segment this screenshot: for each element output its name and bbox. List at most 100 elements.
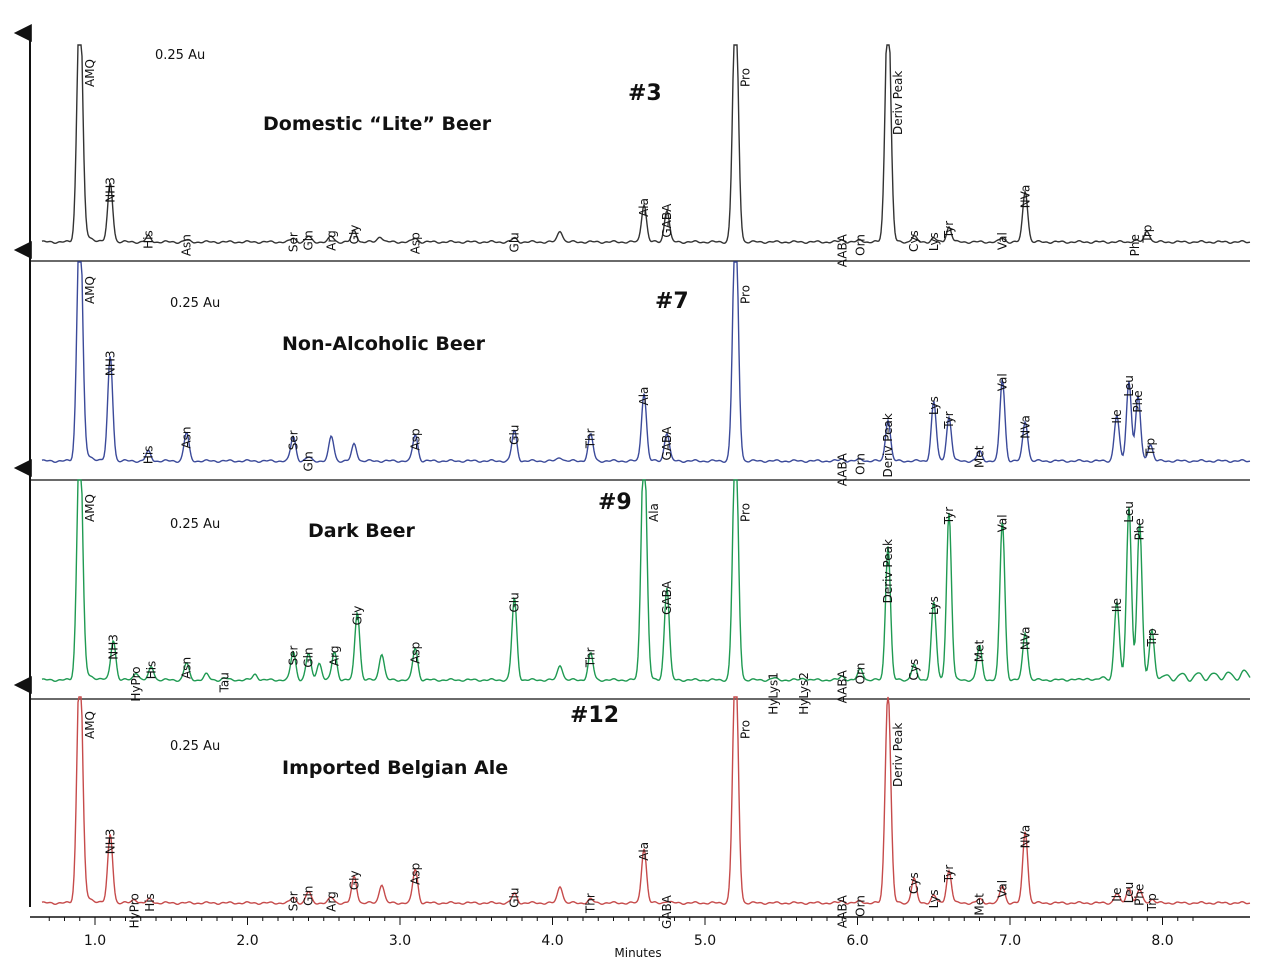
peak-label: Pro <box>739 285 753 304</box>
peak-label: Ser <box>286 891 300 911</box>
peak-label: Ser <box>286 645 300 665</box>
peak-label: HyLys2 <box>797 672 811 715</box>
peak-label: Thr <box>584 647 598 668</box>
peak-label: Ile <box>1110 409 1124 423</box>
peak-label: Asn <box>180 657 194 679</box>
peak-label: NH3 <box>103 177 117 203</box>
peak-label: GABA <box>660 426 674 461</box>
peak-label: Cys <box>907 872 921 894</box>
peak-label: Tau <box>218 672 232 693</box>
peak-label: AABA <box>835 894 849 928</box>
peak-label: AMQ <box>83 276 97 304</box>
peak-label: Glu <box>507 232 521 252</box>
x-tick-label: 8.0 <box>1151 933 1173 949</box>
scale-label: 0.25 Au <box>170 296 220 311</box>
peak-label: NH3 <box>106 634 120 660</box>
panel-1: AMQ NH3 His Asn Ser Gln Arg Gly Asp Glu Ala GABA Pro… <box>13 24 1251 267</box>
peak-label: Leu <box>1122 375 1136 396</box>
peak-label: Lys <box>927 889 941 908</box>
peak-label: NVa <box>1018 627 1032 651</box>
peak-label: AABA <box>835 233 849 267</box>
peak-label: Gln <box>302 647 316 667</box>
peak-label: NVa <box>1018 185 1032 209</box>
peak-label: NH3 <box>103 351 117 377</box>
peak-label: Asp <box>408 863 422 885</box>
peak-label: Gly <box>347 870 361 890</box>
peak-label: Gln <box>302 230 316 250</box>
peak-label: AABA <box>835 452 849 486</box>
x-tick-label: 6.0 <box>846 933 868 949</box>
x-axis: 1.0 2.0 3.0 4.0 5.0 6.0 7.0 8.0 Minutes <box>30 916 1250 960</box>
peak-label: Lys <box>927 396 941 415</box>
trace-line <box>41 696 1251 906</box>
peak-label: NH3 <box>103 829 117 855</box>
peak-label: Lys <box>927 232 941 251</box>
peak-label: Ser <box>286 430 300 450</box>
x-tick-label: 2.0 <box>236 933 258 949</box>
peak-label: GABA <box>660 203 674 238</box>
peak-label: Val <box>995 232 1009 250</box>
scale-label: 0.25 Au <box>170 517 220 532</box>
peak-label: Asp <box>408 428 422 450</box>
x-tick-label: 3.0 <box>389 933 411 949</box>
trace-line <box>41 479 1251 683</box>
peak-label: Orn <box>854 453 868 475</box>
peak-label: His <box>143 893 157 912</box>
peak-label: Val <box>995 373 1009 391</box>
peak-label: Trp <box>1145 893 1159 912</box>
peak-label: Cys <box>907 230 921 252</box>
peak-label: Asn <box>180 427 194 449</box>
peak-label: GABA <box>660 580 674 615</box>
peak-label: Pro <box>739 720 753 739</box>
peak-label: Thr <box>584 428 598 449</box>
trace-line <box>41 261 1251 464</box>
peak-label: Tyr <box>942 507 956 526</box>
peak-label: HyPro <box>129 666 143 701</box>
peak-label: Pro <box>739 503 753 522</box>
peak-label: Gly <box>347 225 361 245</box>
peak-label: Arg <box>324 891 338 912</box>
peak-label: Pro <box>739 68 753 87</box>
peak-label: Trp <box>1143 438 1157 457</box>
peak-label: Asp <box>408 232 422 254</box>
peak-label: Ile <box>1110 888 1124 902</box>
sample-title: Imported Belgian Ale <box>282 757 508 779</box>
run-number: #7 <box>655 289 689 314</box>
peak-label: Glu <box>507 592 521 612</box>
run-number: #9 <box>598 490 632 515</box>
peak-label: Phe <box>1131 390 1145 412</box>
panel-4: AMQ NH3 HyPro His Ser Gln Arg Gly Asp Glu Thr Ala GA… <box>13 676 1251 929</box>
peak-label: Ala <box>647 503 661 522</box>
peak-label: HyPro <box>128 893 142 928</box>
peak-label: Leu <box>1122 501 1136 522</box>
peak-label: Orn <box>854 663 868 685</box>
peak-label: Val <box>995 880 1009 898</box>
peak-label: NVa <box>1018 825 1032 849</box>
panel-3: AMQ NH3 HyPro His Asn Tau Ser Gln Arg Gly Asp Glu Th… <box>13 459 1251 715</box>
peak-label: Tyr <box>942 865 956 884</box>
peak-label: Cys <box>907 659 921 681</box>
peak-label: Gln <box>302 886 316 906</box>
peak-label: Ser <box>286 232 300 252</box>
peak-label: Arg <box>327 646 341 667</box>
peak-label: Lys <box>927 596 941 615</box>
peak-label: Asp <box>408 642 422 664</box>
peak-label: Deriv Peak <box>891 71 905 135</box>
peak-label: Tyr <box>942 411 956 430</box>
peak-label: Gly <box>350 606 364 626</box>
peak-label: Ile <box>1110 598 1124 612</box>
peak-label: AABA <box>835 669 849 703</box>
peak-label: Phe <box>1133 518 1147 540</box>
peak-label: Met <box>973 445 987 468</box>
peak-label: AMQ <box>83 59 97 87</box>
run-number: #12 <box>570 703 619 728</box>
peak-label: His <box>141 446 155 465</box>
run-number: #3 <box>628 81 662 106</box>
peak-label: Ala <box>637 198 651 217</box>
peak-label: HyLys1 <box>767 672 781 715</box>
peak-label: Leu <box>1122 882 1136 903</box>
peak-label: NVa <box>1018 415 1032 439</box>
